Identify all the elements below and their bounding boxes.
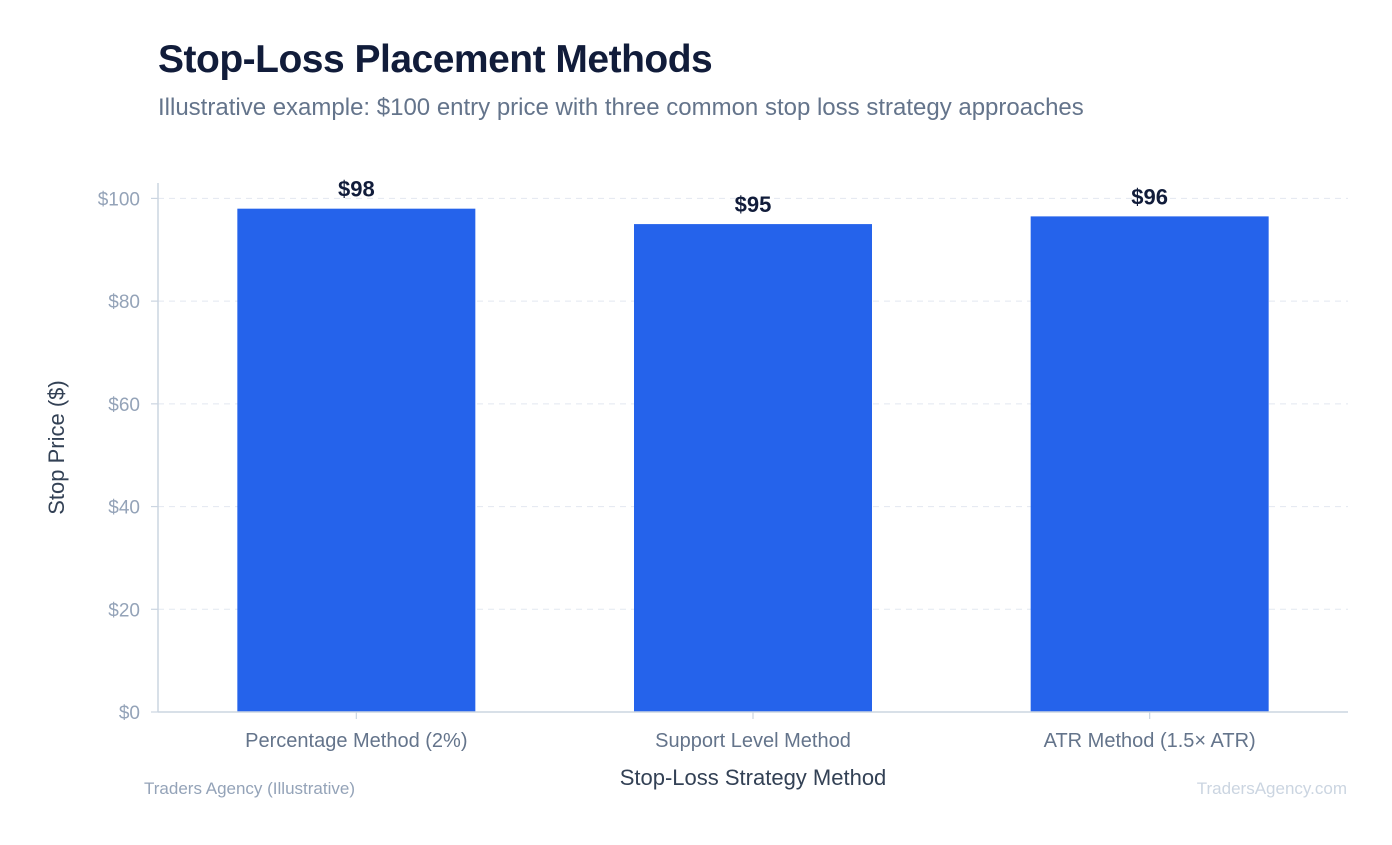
x-axis-title: Stop-Loss Strategy Method [620,765,887,790]
labels: $0 $20 $40 $60 $80 $100 $98 Percentage Method (… [98,177,1256,752]
y-tick-label: $40 [108,498,140,519]
chart-title: Stop-Loss Placement Methods [158,38,713,81]
y-tick-label: $20 [108,600,140,621]
y-axis-title: Stop Price ($) [44,380,69,515]
bar [237,208,476,712]
y-tick-label: $60 [108,395,140,416]
x-tick-label: Percentage Method (2%) [245,730,467,752]
bar [634,224,872,712]
axes [151,183,1348,719]
x-tick-label: ATR Method (1.5× ATR) [1044,730,1256,752]
source-note: Traders Agency (Illustrative) [144,779,355,798]
x-tick-label: Support Level Method [655,730,851,752]
bars [237,208,1269,713]
bar-value-label: $95 [735,192,772,217]
bar [1030,216,1269,713]
y-tick-label: $80 [108,292,140,313]
bar-value-label: $96 [1131,184,1168,209]
watermark: TradersAgency.com [1196,779,1347,798]
bar-value-label: $98 [338,177,375,202]
y-tick-label: $100 [98,189,140,210]
chart-subtitle: Illustrative example: $100 entry price w… [158,94,1084,121]
y-tick-label: $0 [119,703,140,724]
